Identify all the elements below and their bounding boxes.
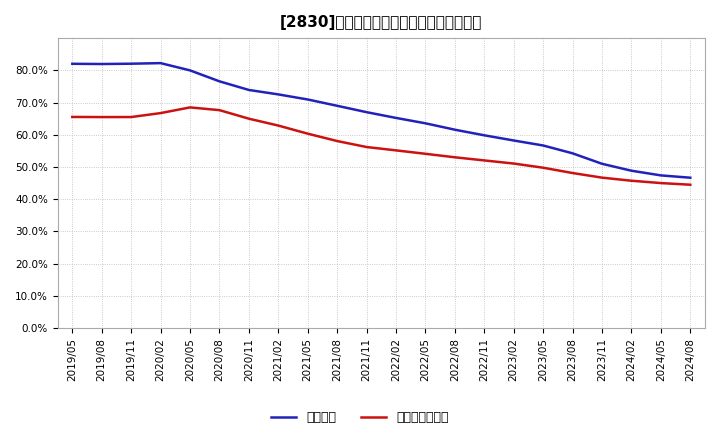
固定長期適合率	[539, 165, 547, 170]
固定長期適合率	[451, 155, 459, 160]
固定長期適合率	[68, 114, 76, 120]
固定長期適合率	[598, 175, 606, 180]
固定長期適合率	[303, 131, 312, 136]
固定長期適合率	[97, 114, 106, 120]
固定比率	[657, 173, 665, 178]
固定比率	[568, 150, 577, 156]
固定比率	[68, 61, 76, 66]
Legend: 固定比率, 固定長期適合率: 固定比率, 固定長期適合率	[266, 407, 454, 429]
Title: [2830]　固定比率、固定長期適合率の推移: [2830] 固定比率、固定長期適合率の推移	[280, 15, 482, 30]
固定比率	[362, 110, 371, 115]
固定長期適合率	[156, 110, 165, 116]
固定長期適合率	[568, 170, 577, 176]
固定比率	[274, 92, 283, 97]
固定長期適合率	[627, 178, 636, 183]
固定長期適合率	[186, 105, 194, 110]
固定比率	[127, 61, 135, 66]
固定長期適合率	[333, 139, 341, 144]
固定比率	[598, 161, 606, 166]
固定長期適合率	[362, 144, 371, 150]
固定長期適合率	[510, 161, 518, 166]
固定長期適合率	[392, 148, 400, 153]
固定長期適合率	[127, 114, 135, 120]
固定比率	[480, 133, 489, 138]
Line: 固定比率: 固定比率	[72, 63, 690, 178]
固定比率	[245, 87, 253, 92]
固定長期適合率	[686, 182, 695, 187]
固定比率	[451, 127, 459, 132]
固定長期適合率	[657, 180, 665, 186]
固定比率	[627, 168, 636, 173]
固定長期適合率	[421, 151, 430, 157]
固定長期適合率	[480, 158, 489, 163]
固定比率	[215, 79, 224, 84]
固定長期適合率	[274, 123, 283, 128]
固定比率	[333, 103, 341, 108]
固定比率	[186, 68, 194, 73]
固定長期適合率	[215, 107, 224, 113]
Line: 固定長期適合率: 固定長期適合率	[72, 107, 690, 185]
固定比率	[97, 62, 106, 67]
固定比率	[686, 175, 695, 180]
固定比率	[156, 60, 165, 66]
固定比率	[303, 97, 312, 102]
固定比率	[392, 115, 400, 121]
固定比率	[421, 121, 430, 126]
固定比率	[510, 138, 518, 143]
固定比率	[539, 143, 547, 148]
固定長期適合率	[245, 116, 253, 121]
